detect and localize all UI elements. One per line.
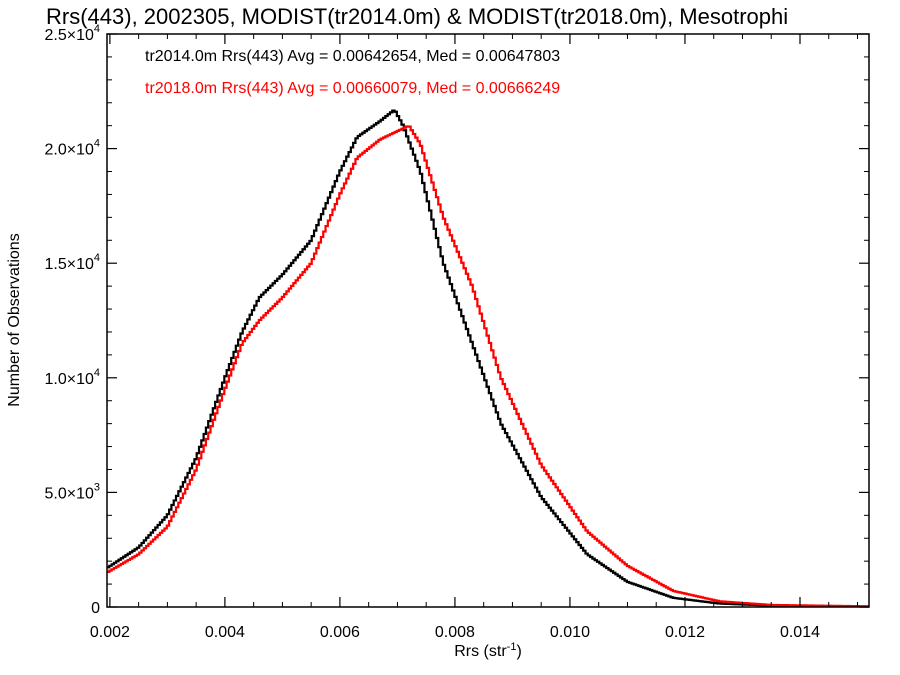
x-tick-label-3: 0.008 bbox=[435, 624, 475, 641]
series-line-1 bbox=[107, 125, 870, 608]
x-axis-ticks: 0.002 0.004 0.006 0.008 0.010 0.012 0.014 bbox=[90, 34, 858, 641]
x-tick-label-5: 0.012 bbox=[665, 624, 705, 641]
y-tick-label-2: 1.0×104 bbox=[44, 367, 100, 388]
series-layer bbox=[107, 109, 870, 608]
y-tick-label-0: 0 bbox=[91, 600, 100, 617]
y-axis-ticks: 0 5.0×103 1.0×104 1.5×104 2.0×104 2.5×104 bbox=[44, 23, 869, 617]
x-tick-label-2: 0.006 bbox=[320, 624, 360, 641]
x-tick-label-4: 0.010 bbox=[550, 624, 590, 641]
plot-frame bbox=[106, 33, 870, 608]
legend: tr2014.0m Rrs(443) Avg = 0.00642654, Med… bbox=[145, 48, 560, 97]
x-tick-label-6: 0.014 bbox=[780, 624, 820, 641]
series-line-0 bbox=[107, 109, 870, 608]
x-tick-label-1: 0.004 bbox=[205, 624, 245, 641]
legend-entry-tr2018: tr2018.0m Rrs(443) Avg = 0.00660079, Med… bbox=[145, 80, 560, 97]
x-tick-label-0: 0.002 bbox=[90, 624, 130, 641]
y-axis-label: Number of Observations bbox=[6, 233, 23, 406]
y-tick-label-1: 5.0×103 bbox=[44, 481, 100, 502]
x-axis-label: Rrs (str-1) bbox=[454, 641, 522, 660]
y-tick-label-3: 1.5×104 bbox=[44, 252, 100, 273]
y-tick-label-4: 2.0×104 bbox=[44, 138, 100, 159]
y-tick-label-5: 2.5×104 bbox=[44, 23, 100, 44]
legend-entry-tr2014: tr2014.0m Rrs(443) Avg = 0.00642654, Med… bbox=[145, 48, 560, 65]
chart-title: Rrs(443), 2002305, MODIST(tr2014.0m) & M… bbox=[46, 4, 788, 29]
